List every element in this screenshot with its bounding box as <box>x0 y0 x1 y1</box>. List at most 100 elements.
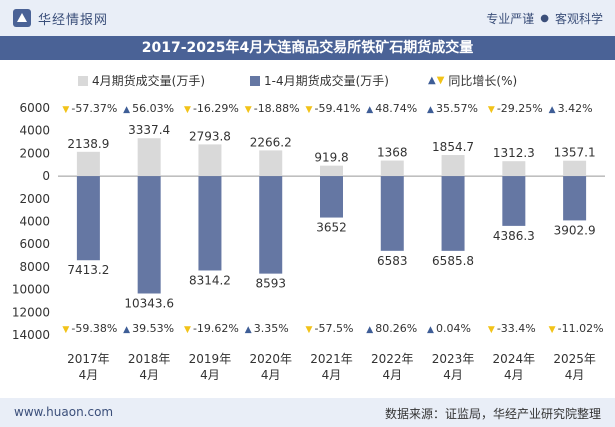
bar-april <box>502 161 526 177</box>
growth-top-label: -29.25% <box>497 102 543 115</box>
y-tick-label: 8000 <box>19 260 50 274</box>
x-tick-label-year: 2018年 <box>128 352 171 366</box>
y-tick-label: 0 <box>42 169 50 183</box>
x-tick-label-month: 4月 <box>261 368 281 382</box>
legend-label-growth: 同比增长(%) <box>448 74 518 88</box>
growth-top-label: -18.88% <box>254 102 300 115</box>
y-tick-label: 6000 <box>19 237 50 251</box>
growth-top-marker: ▼ <box>488 105 495 115</box>
data-label-april: 1312.3 <box>493 146 535 160</box>
growth-top-marker: ▲ <box>123 105 130 115</box>
data-label-april: 2793.8 <box>189 129 231 143</box>
bar-april <box>320 165 343 177</box>
growth-bottom-marker: ▲ <box>245 325 252 335</box>
growth-top-label: 3.42% <box>558 102 593 115</box>
bar-april <box>259 150 283 177</box>
top-bar: 华经情报网 专业严谨 ● 客观科学 <box>0 0 615 36</box>
data-label-ytd: 3902.9 <box>554 223 596 237</box>
growth-bottom-marker: ▼ <box>549 325 556 335</box>
bar-april <box>137 138 161 177</box>
bar-ytd <box>137 176 161 294</box>
x-tick-label-month: 4月 <box>139 368 159 382</box>
x-tick-label-month: 4月 <box>382 368 402 382</box>
logo-text: 华经情报网 <box>38 12 109 28</box>
growth-bottom-marker: ▼ <box>184 325 191 335</box>
huajing-logo-icon <box>13 9 31 27</box>
growth-bottom-label: 80.26% <box>375 322 417 335</box>
growth-top-marker: ▲ <box>427 105 434 115</box>
x-tick-label-year: 2023年 <box>432 352 475 366</box>
triangle-down-icon: ▼ <box>436 75 445 86</box>
bar-ytd <box>380 176 404 251</box>
data-label-april: 1854.7 <box>432 140 474 154</box>
bar-april <box>198 144 222 177</box>
x-tick-label-month: 4月 <box>504 368 524 382</box>
x-tick-label-year: 2021年 <box>310 352 353 366</box>
bar-april <box>380 160 404 177</box>
data-label-ytd: 10343.6 <box>124 296 174 310</box>
slogan-tag-1: 专业严谨 <box>486 12 535 26</box>
chart-title: 2017-2025年4月大连商品交易所铁矿石期货成交量 <box>141 40 474 56</box>
footer: www.huaon.com 数据来源：证监局，华经产业研究院整理 <box>0 398 615 427</box>
separator-dot-icon: ● <box>540 13 549 24</box>
growth-bottom-label: -19.62% <box>193 322 239 335</box>
bar-ytd <box>76 176 100 261</box>
legend-item-growth: ▲ ▼ 同比增长(%) <box>428 72 517 89</box>
x-tick-label-year: 2022年 <box>371 352 414 366</box>
growth-bottom-marker: ▼ <box>488 325 495 335</box>
y-tick-label: 12000 <box>12 305 50 319</box>
growth-top-label: 56.03% <box>132 102 174 115</box>
y-tick-label: 4000 <box>19 215 50 229</box>
data-label-april: 2266.2 <box>250 135 292 149</box>
x-tick-label-month: 4月 <box>200 368 220 382</box>
legend-swatch-ytd <box>250 75 260 86</box>
growth-bottom-marker: ▲ <box>123 325 130 335</box>
growth-bottom-label: -59.38% <box>71 322 117 335</box>
data-label-ytd: 8314.2 <box>189 273 231 287</box>
growth-top-marker: ▼ <box>184 105 191 115</box>
y-tick-label: 4000 <box>19 124 50 138</box>
growth-top-marker: ▼ <box>62 105 69 115</box>
data-label-april: 1368 <box>377 146 408 160</box>
growth-top-label: -57.37% <box>71 102 117 115</box>
growth-bottom-label: -57.5% <box>315 322 354 335</box>
slogan: 专业严谨 ● 客观科学 <box>486 10 603 27</box>
data-label-april: 3337.4 <box>128 123 170 137</box>
triangle-up-icon: ▲ <box>428 75 436 86</box>
bar-ytd <box>502 176 526 226</box>
data-source: 数据来源：证监局，华经产业研究院整理 <box>384 407 601 421</box>
x-tick-label-month: 4月 <box>565 368 585 382</box>
chart-plot: 6000 4000 2000 0 2000 4000 6000 8000 10000 12000 1… <box>12 101 605 382</box>
growth-top-label: -16.29% <box>193 102 239 115</box>
growth-bottom-label: 39.53% <box>132 322 174 335</box>
bar-april <box>76 151 100 177</box>
data-label-ytd: 4386.3 <box>493 229 535 243</box>
bar-april <box>563 160 587 177</box>
growth-bottom-marker: ▼ <box>306 325 313 335</box>
x-tick-label-month: 4月 <box>443 368 463 382</box>
data-label-ytd: 7413.2 <box>67 263 109 277</box>
title-bar: 2017-2025年4月大连商品交易所铁矿石期货成交量 <box>0 36 615 60</box>
bar-ytd <box>441 176 465 251</box>
growth-bottom-label: -11.02% <box>558 322 604 335</box>
x-tick-label-year: 2020年 <box>249 352 292 366</box>
x-tick-label-year: 2017年 <box>67 352 110 366</box>
website-link[interactable]: www.huaon.com <box>14 405 114 419</box>
bar-ytd <box>320 176 343 218</box>
logo[interactable]: 华经情报网 <box>12 8 108 28</box>
slogan-tag-2: 客观科学 <box>554 12 603 26</box>
data-label-april: 919.8 <box>314 151 348 165</box>
growth-bottom-label: 0.04% <box>436 322 471 335</box>
bar-ytd <box>563 176 587 221</box>
y-tick-label: 6000 <box>19 101 50 115</box>
data-label-ytd: 8593 <box>255 277 286 291</box>
growth-top-label: 35.57% <box>436 102 478 115</box>
growth-top-marker: ▲ <box>366 105 373 115</box>
growth-top-label: 48.74% <box>375 102 417 115</box>
growth-bottom-marker: ▲ <box>427 325 434 335</box>
x-tick-label-year: 2019年 <box>189 352 232 366</box>
growth-top-label: -59.41% <box>315 102 361 115</box>
x-tick-label-year: 2025年 <box>553 352 596 366</box>
legend-label-ytd: 1-4月期货成交量(万手) <box>264 74 389 88</box>
legend: 4月期货成交量(万手) 1-4月期货成交量(万手) ▲ ▼ 同比增长(%) <box>0 64 615 94</box>
